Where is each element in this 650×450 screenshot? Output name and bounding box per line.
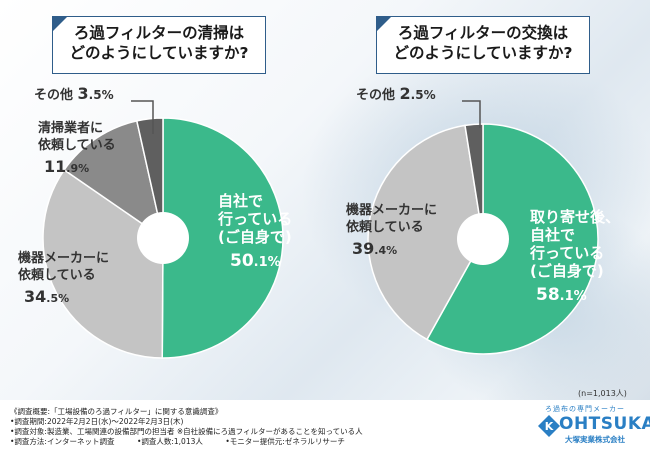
slice-value: 11.9% bbox=[44, 157, 89, 176]
pie-center-hole bbox=[457, 213, 509, 265]
slice-value: 50.1% bbox=[230, 251, 281, 271]
slice-label: その他 3.5% bbox=[34, 84, 114, 103]
slice-label-text: 自社で bbox=[530, 226, 575, 244]
chart-1-title-line-2: どのようにしていますか? bbox=[69, 44, 249, 62]
pie-slice bbox=[425, 123, 599, 355]
logo-wordmark: OHTSUKA bbox=[559, 414, 650, 434]
slice-value-decimal: .4% bbox=[374, 244, 397, 257]
slice-value-decimal: .1% bbox=[560, 289, 587, 304]
slice-value-decimal: .9% bbox=[66, 162, 89, 175]
slice-value: 58.1% bbox=[536, 285, 587, 305]
company-logo: ろ過布の専門メーカー K OHTSUKA 大塚実業株式会社 bbox=[535, 404, 650, 446]
slice-value: 3 bbox=[78, 84, 89, 103]
slice-value-decimal: .5% bbox=[46, 292, 69, 305]
slice-label-text: 依頼している bbox=[38, 137, 116, 153]
leader-line bbox=[131, 100, 154, 134]
logo-tagline: ろ過布の専門メーカー bbox=[545, 405, 625, 413]
title-corner-mark bbox=[377, 17, 391, 31]
slice-label-text: 清掃業者に bbox=[38, 120, 103, 136]
chart-2-title-line-1: ろ過フィルターの交換は bbox=[397, 24, 569, 42]
svg-text:K: K bbox=[545, 420, 554, 433]
title-corner-mark bbox=[53, 17, 67, 31]
slice-value-decimal: .5% bbox=[89, 88, 114, 102]
footer-line-4: •調査方法:インターネット調査 •調査人数:1,013人 •モニター提供元:ゼネ… bbox=[10, 437, 345, 446]
slice-label-text: 取り寄せ後、 bbox=[530, 208, 620, 226]
footer-line-3: •調査対象:製造業、工場関連の設備部門の担当者 ※自社設備にろ過フィルターがある… bbox=[10, 427, 363, 436]
pie-slice bbox=[42, 168, 164, 359]
slice-label-text: 行っている bbox=[217, 210, 292, 228]
pie-slice bbox=[135, 117, 164, 239]
pie-slice bbox=[464, 123, 484, 240]
slice-label-text: 自社で bbox=[218, 192, 263, 210]
pie-center-hole bbox=[137, 212, 189, 264]
pie-slice bbox=[161, 117, 284, 359]
slice-value-decimal: .1% bbox=[254, 255, 281, 270]
logo-company-name: 大塚実業株式会社 bbox=[565, 435, 625, 444]
slice-value-decimal: .5% bbox=[411, 88, 436, 102]
pie-chart-1: 自社で行っている(ご自身で)50.1%機器メーカーに依頼している34.5%清掃業… bbox=[18, 84, 292, 359]
chart-1-title: ろ過フィルターの清掃は どのようにしていますか? bbox=[52, 16, 266, 74]
sample-size-note: (n=1,013人) bbox=[578, 389, 627, 398]
slice-label: その他 2.5% bbox=[356, 84, 436, 103]
slice-label-text: その他 3.5% bbox=[34, 84, 114, 103]
slice-label-text: 機器メーカーに bbox=[346, 202, 437, 218]
logo-mark-icon: K bbox=[538, 415, 560, 437]
charts-svg: 自社で行っている(ご自身で)50.1%機器メーカーに依頼している34.5%清掃業… bbox=[18, 84, 620, 359]
slice-value: 2 bbox=[400, 84, 411, 103]
slice-label-text: 依頼している bbox=[346, 219, 424, 235]
slice-value: 39.4% bbox=[352, 239, 397, 258]
slice-label-text: (ご自身で) bbox=[530, 262, 604, 280]
slice-value: 34.5% bbox=[24, 287, 69, 306]
slice-label-text: (ご自身で) bbox=[218, 228, 292, 246]
slice-label-text: 機器メーカーに bbox=[18, 250, 109, 266]
chart-1-title-line-1: ろ過フィルターの清掃は bbox=[73, 24, 245, 42]
leader-line bbox=[462, 100, 481, 128]
slice-label-text: その他 2.5% bbox=[356, 84, 436, 103]
pie-slice bbox=[367, 124, 484, 341]
slice-label-text: 行っている bbox=[529, 244, 604, 262]
pie-slice bbox=[63, 119, 165, 240]
slice-label-text: 依頼している bbox=[18, 267, 96, 283]
chart-2-title-line-2: どのようにしていますか? bbox=[393, 44, 573, 62]
chart-2-title: ろ過フィルターの交換は どのようにしていますか? bbox=[376, 16, 590, 74]
footer-line-2: •調査期間:2022年2月2日(水)〜2022年2月3日(木) bbox=[10, 417, 184, 426]
footer-line-1: 《調査概要:「工場設備のろ過フィルター」に関する意識調査》 bbox=[10, 407, 223, 416]
